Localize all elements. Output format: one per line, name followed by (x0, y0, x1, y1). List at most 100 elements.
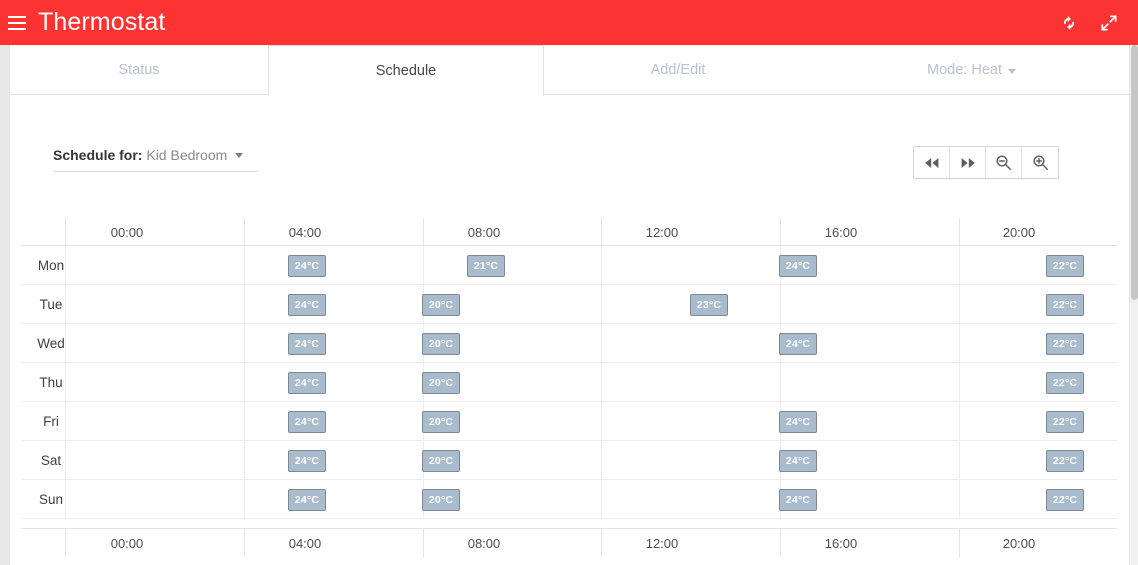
day-label: Mon (37, 258, 65, 273)
schedule-for-dropdown[interactable]: Schedule for: Kid Bedroom (53, 147, 258, 172)
day-label: Sun (38, 492, 64, 507)
time-gridline (244, 363, 245, 402)
setpoint-chip[interactable]: 24°C (779, 489, 817, 511)
tab-status[interactable]: Status (10, 45, 268, 95)
setpoint-chip[interactable]: 24°C (288, 372, 326, 394)
time-gridline (244, 218, 245, 246)
setpoint-chip[interactable]: 20°C (422, 489, 460, 511)
setpoint-chip[interactable]: 24°C (779, 411, 817, 433)
setpoint-chip[interactable]: 20°C (422, 372, 460, 394)
magnifier-minus-icon (995, 154, 1012, 171)
fast-forward-button[interactable] (950, 147, 986, 178)
app-header-actions (1058, 12, 1138, 34)
time-gridline (601, 402, 602, 441)
time-gridline (959, 480, 960, 519)
schedule-rows: Mon 24°C 21°C 24°C 22°C Tue 24°C 20°C 23°C 22°C We… (21, 246, 1117, 528)
time-gridline (959, 246, 960, 285)
setpoint-chip[interactable]: 24°C (288, 489, 326, 511)
time-axis-tick: 00:00 (110, 224, 144, 240)
scrollbar-thumb[interactable] (1131, 45, 1138, 300)
tab-label: Mode: Heat (927, 61, 1002, 78)
setpoint-chip[interactable]: 24°C (779, 255, 817, 277)
setpoint-chip[interactable]: 24°C (779, 450, 817, 472)
schedule-day-row: Wed 24°C 20°C 24°C 22°C (21, 324, 1117, 363)
schedule-nav-button-group (913, 146, 1059, 179)
schedule-day-row: Sat 24°C 20°C 24°C 22°C (21, 441, 1117, 480)
setpoint-chip[interactable]: 22°C (1046, 489, 1084, 511)
time-gridline (244, 441, 245, 480)
time-gridline (65, 324, 66, 363)
time-gridline (65, 480, 66, 519)
time-axis-tick: 04:00 (288, 535, 322, 551)
setpoint-chip[interactable]: 20°C (422, 411, 460, 433)
app-header: Thermostat (0, 0, 1138, 45)
setpoint-chip[interactable]: 22°C (1046, 255, 1084, 277)
time-gridline (601, 480, 602, 519)
time-gridline (244, 480, 245, 519)
time-gridline (959, 441, 960, 480)
setpoint-chip[interactable]: 22°C (1046, 450, 1084, 472)
schedule-day-row: Tue 24°C 20°C 23°C 22°C (21, 285, 1117, 324)
day-label: Wed (37, 336, 65, 351)
time-gridline (423, 529, 424, 557)
time-gridline (244, 324, 245, 363)
tab-label: Schedule (375, 62, 437, 79)
hamburger-bar (8, 21, 26, 24)
app-title: Thermostat (38, 8, 166, 36)
schedule-day-row: Thu 24°C 20°C 22°C (21, 363, 1117, 402)
setpoint-chip[interactable]: 21°C (467, 255, 505, 277)
fullscreen-button[interactable] (1098, 12, 1120, 34)
time-gridline (423, 246, 424, 285)
setpoint-chip[interactable]: 22°C (1046, 333, 1084, 355)
setpoint-chip[interactable]: 24°C (288, 411, 326, 433)
time-gridline (244, 285, 245, 324)
hamburger-icon[interactable] (8, 15, 26, 30)
time-gridline (244, 529, 245, 557)
schedule-for-value: Kid Bedroom (146, 147, 228, 163)
setpoint-chip[interactable]: 22°C (1046, 294, 1084, 316)
time-gridline (959, 218, 960, 246)
tab-label: Add/Edit (650, 61, 706, 78)
chevron-down-icon (1007, 69, 1016, 74)
time-gridline (244, 402, 245, 441)
setpoint-chip[interactable]: 20°C (422, 294, 460, 316)
setpoint-chip[interactable]: 24°C (288, 294, 326, 316)
day-label: Sat (40, 453, 62, 468)
setpoint-chip[interactable]: 24°C (779, 333, 817, 355)
time-axis-tick: 00:00 (110, 535, 144, 551)
day-label: Thu (39, 375, 63, 390)
time-gridline (780, 285, 781, 324)
setpoint-chip[interactable]: 20°C (422, 450, 460, 472)
time-gridline (65, 246, 66, 285)
tab-add-edit[interactable]: Add/Edit (544, 45, 812, 95)
time-axis-bottom: 00:00 04:00 08:00 12:00 16:00 20:00 (21, 528, 1117, 557)
setpoint-chip[interactable]: 24°C (288, 333, 326, 355)
day-label: Fri (43, 414, 59, 429)
tab-mode[interactable]: Mode: Heat (812, 45, 1129, 95)
time-gridline (780, 529, 781, 557)
setpoint-chip[interactable]: 23°C (690, 294, 728, 316)
tab-schedule[interactable]: Schedule (268, 45, 544, 96)
hamburger-bar (8, 27, 26, 30)
time-axis-tick: 16:00 (824, 535, 858, 551)
zoom-out-button[interactable] (986, 147, 1022, 178)
time-axis-tick: 04:00 (288, 224, 322, 240)
refresh-button[interactable] (1058, 12, 1080, 34)
setpoint-chip[interactable]: 22°C (1046, 372, 1084, 394)
schedule-day-row: Fri 24°C 20°C 24°C 22°C (21, 402, 1117, 441)
vertical-scrollbar[interactable] (1129, 45, 1138, 565)
zoom-in-button[interactable] (1022, 147, 1058, 178)
setpoint-chip[interactable]: 20°C (422, 333, 460, 355)
time-gridline (601, 246, 602, 285)
time-axis-tick: 20:00 (1002, 224, 1036, 240)
setpoint-chip[interactable]: 24°C (288, 450, 326, 472)
time-gridline (601, 324, 602, 363)
setpoint-chip[interactable]: 22°C (1046, 411, 1084, 433)
rewind-button[interactable] (914, 147, 950, 178)
time-gridline (959, 363, 960, 402)
page-card: Status Schedule Add/Edit Mode: Heat Sche… (9, 45, 1130, 565)
expand-arrows-icon (1099, 13, 1119, 33)
tab-label: Status (118, 61, 160, 78)
time-gridline (65, 363, 66, 402)
setpoint-chip[interactable]: 24°C (288, 255, 326, 277)
